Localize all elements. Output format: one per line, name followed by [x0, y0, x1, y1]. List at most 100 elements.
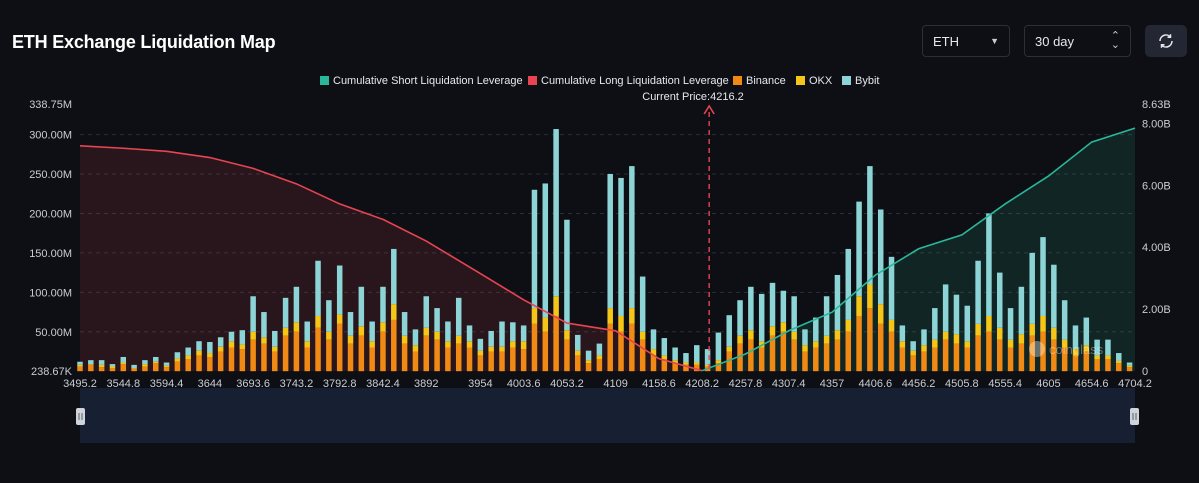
- x-tick: 3842.4: [366, 378, 400, 390]
- bar-binance: [1072, 355, 1079, 372]
- bar-okx: [520, 341, 527, 350]
- bar-binance: [412, 351, 419, 372]
- bar-binance: [834, 339, 841, 372]
- period-select[interactable]: 30 day ⌃ ⌄: [1024, 25, 1131, 57]
- bar-bybit: [109, 364, 116, 367]
- bar-bybit: [899, 325, 906, 342]
- bar-okx: [845, 319, 852, 332]
- y-right-tick: 0: [1142, 366, 1148, 378]
- bar-bybit: [683, 353, 689, 363]
- bar-binance: [217, 351, 224, 372]
- bar-bybit: [964, 305, 971, 342]
- bar-binance: [380, 331, 386, 372]
- bar-okx: [704, 364, 711, 367]
- bar-bybit: [510, 322, 516, 342]
- bar-okx: [607, 308, 613, 324]
- bar-binance: [618, 331, 624, 372]
- legend-okx[interactable]: OKX: [809, 75, 833, 87]
- y-right-tick: 8.63B: [1142, 99, 1171, 111]
- bar-bybit: [921, 329, 927, 346]
- legend-long[interactable]: Cumulative Long Liquidation Leverage: [541, 75, 729, 87]
- bar-bybit: [758, 293, 765, 342]
- bar-okx: [899, 341, 906, 348]
- bar-binance: [585, 363, 592, 372]
- bar-binance: [542, 331, 549, 372]
- x-tick: 3594.4: [150, 378, 184, 390]
- y-left-tick: 338.75M: [29, 99, 72, 111]
- bar-bybit: [369, 321, 375, 342]
- bar-okx: [88, 364, 94, 365]
- range-handle-left[interactable]: [76, 408, 85, 425]
- legend-binance[interactable]: Binance: [746, 75, 786, 87]
- bar-binance: [261, 343, 267, 372]
- bar-okx: [867, 284, 873, 309]
- bar-bybit: [499, 321, 505, 347]
- bar-binance: [715, 363, 722, 372]
- range-handle-right[interactable]: [1130, 408, 1139, 425]
- bar-bybit: [856, 201, 862, 297]
- bar-binance: [250, 339, 256, 372]
- bar-okx: [1083, 345, 1090, 352]
- bar-okx: [174, 358, 181, 362]
- bar-binance: [791, 339, 797, 372]
- x-tick: 4208.2: [685, 378, 719, 390]
- bar-bybit: [477, 338, 484, 351]
- bar-binance: [304, 347, 310, 372]
- range-slider[interactable]: [80, 388, 1135, 443]
- bar-binance: [88, 364, 94, 372]
- bar-binance: [877, 323, 884, 372]
- bar-bybit: [293, 286, 300, 323]
- x-tick: 4704.2: [1118, 378, 1152, 390]
- bar-bybit: [1083, 317, 1090, 346]
- refresh-button[interactable]: [1145, 25, 1187, 57]
- bar-okx: [856, 296, 862, 316]
- bar-okx: [185, 355, 191, 360]
- bar-binance: [315, 327, 321, 372]
- bar-bybit: [1072, 325, 1079, 350]
- bar-okx: [196, 350, 202, 356]
- x-tick: 4505.8: [945, 378, 979, 390]
- bar-bybit: [98, 360, 105, 365]
- bar-bybit: [564, 219, 570, 331]
- bar-bybit: [1018, 286, 1025, 335]
- bar-okx: [726, 346, 732, 352]
- bar-binance: [1116, 363, 1122, 372]
- legend-bybit[interactable]: Bybit: [855, 75, 879, 87]
- bar-bybit: [585, 350, 592, 361]
- bar-okx: [272, 346, 278, 352]
- bar-bybit: [131, 364, 137, 369]
- bar-bybit: [888, 256, 895, 320]
- bar-bybit: [650, 329, 657, 350]
- bar-bybit: [380, 286, 386, 323]
- bar-binance: [802, 351, 808, 372]
- bar-okx: [748, 330, 754, 340]
- bar-bybit: [834, 274, 841, 331]
- bar-okx: [715, 360, 722, 364]
- bar-okx: [466, 341, 473, 348]
- coinglass-logo-icon: [1029, 341, 1045, 357]
- bar-bybit: [910, 341, 916, 351]
- bar-binance: [758, 347, 765, 372]
- bar-binance: [1029, 335, 1035, 372]
- y-right-tick: 4.00B: [1142, 242, 1171, 254]
- bar-binance: [1040, 331, 1046, 372]
- bar-binance: [867, 308, 873, 372]
- bar-binance: [629, 323, 635, 372]
- bar-binance: [1051, 339, 1057, 372]
- bar-okx: [434, 331, 440, 340]
- bar-okx: [650, 349, 657, 356]
- bar-bybit: [163, 362, 170, 366]
- bar-okx: [250, 331, 256, 340]
- bar-okx: [791, 331, 797, 340]
- bar-okx: [380, 322, 386, 332]
- x-tick: 4109: [603, 378, 627, 390]
- bar-bybit: [358, 286, 365, 327]
- bar-okx: [293, 322, 300, 332]
- bar-bybit: [196, 341, 202, 351]
- bar-okx: [769, 326, 776, 336]
- legend-short[interactable]: Cumulative Short Liquidation Leverage: [333, 75, 523, 87]
- bar-okx: [109, 366, 116, 369]
- coin-select[interactable]: ETH ▼: [922, 25, 1010, 57]
- bar-okx: [1007, 339, 1014, 348]
- sort-updown-icon: ⌃ ⌄: [1110, 30, 1120, 51]
